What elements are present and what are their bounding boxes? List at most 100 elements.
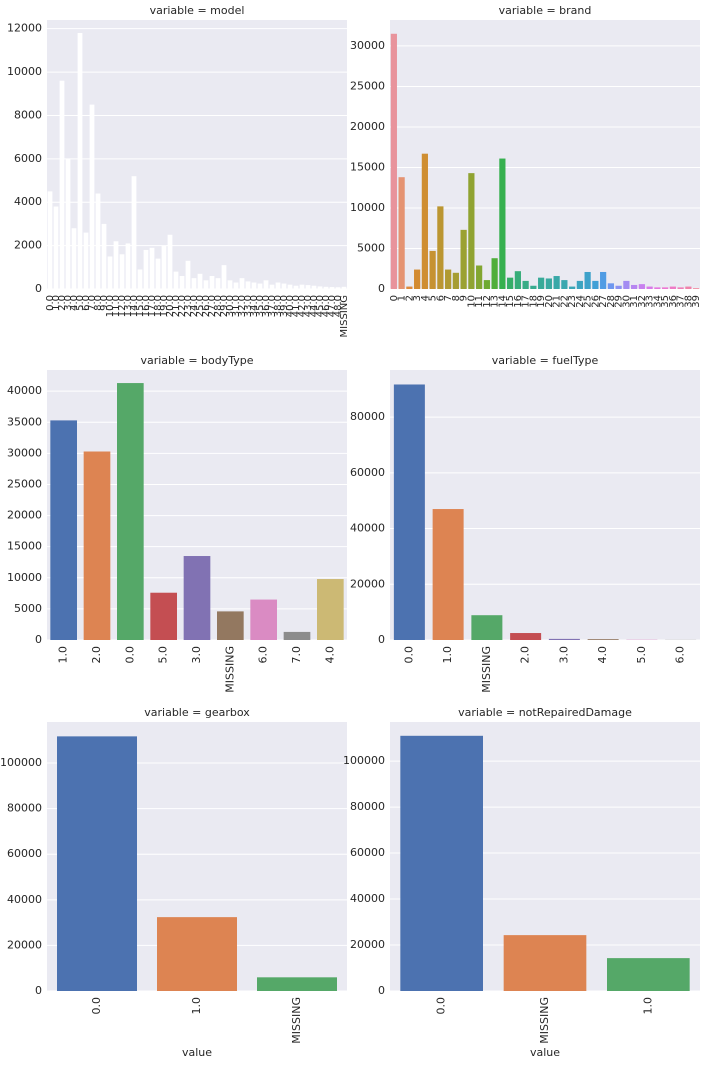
- x-tick-label: 28.0: [213, 295, 224, 317]
- x-tick-label: 8.0: [93, 295, 104, 311]
- bar: [406, 286, 413, 289]
- x-tick-label: 26: [590, 295, 601, 308]
- bar: [584, 271, 591, 289]
- bar: [227, 280, 233, 289]
- x-tick-label: 17.0: [147, 295, 158, 317]
- y-tick-label: 60000: [350, 466, 385, 479]
- bar: [83, 232, 89, 289]
- x-tick-label: 43.0: [303, 295, 314, 317]
- x-tick-label: 10.0: [105, 295, 116, 317]
- x-tick-label: 19.0: [159, 295, 170, 317]
- bar: [445, 269, 452, 289]
- bar: [113, 241, 119, 289]
- y-tick-label: 20000: [350, 938, 385, 951]
- x-tick-label: 15.0: [135, 295, 146, 317]
- bar: [329, 287, 335, 289]
- x-tick-label: 4.0: [323, 646, 336, 664]
- bar: [548, 638, 580, 640]
- y-tick-label: 10000: [7, 571, 42, 584]
- y-tick-label: 25000: [350, 79, 385, 92]
- bar: [245, 281, 251, 289]
- panel-title: variable = brand: [499, 4, 592, 17]
- x-tick-label: 5.0: [635, 646, 648, 664]
- y-tick-label: 100000: [0, 756, 42, 769]
- y-tick-label: 0: [378, 633, 385, 646]
- x-tick-label: 37: [676, 295, 687, 308]
- bar: [59, 80, 65, 289]
- bar: [398, 177, 405, 289]
- x-tick-label: 20: [544, 295, 555, 308]
- x-tick-label: MISSING: [480, 646, 493, 693]
- y-tick-label: 80000: [7, 802, 42, 815]
- x-tick-label: 13: [490, 295, 501, 308]
- x-tick-label: 40.0: [285, 295, 296, 317]
- bar: [317, 579, 344, 640]
- panel-title: variable = notRepairedDamage: [458, 706, 632, 719]
- bar: [693, 288, 700, 289]
- bar: [305, 285, 311, 289]
- bar: [299, 284, 305, 289]
- x-tick-label: 9: [459, 295, 470, 301]
- x-tick-label: 39: [691, 295, 702, 308]
- x-tick-label: 27.0: [207, 295, 218, 317]
- bar: [623, 280, 630, 289]
- bar: [173, 271, 179, 289]
- bar: [269, 284, 275, 289]
- bar: [311, 285, 317, 289]
- x-tick-label: 0.0: [402, 646, 415, 664]
- bar: [283, 631, 311, 640]
- x-tick-label: 1.0: [57, 646, 70, 664]
- x-tick-label: 12.0: [117, 295, 128, 317]
- bar: [263, 280, 269, 289]
- x-tick-label: 6.0: [257, 646, 270, 664]
- x-tick-label: 30: [621, 295, 632, 308]
- bar: [685, 286, 692, 289]
- bar: [432, 509, 464, 640]
- x-tick-label: 47.0: [327, 295, 338, 317]
- y-tick-label: 5000: [14, 602, 42, 615]
- bar: [471, 615, 503, 640]
- y-tick-label: 40000: [350, 892, 385, 905]
- bar: [117, 383, 144, 640]
- bar: [155, 258, 161, 289]
- bar: [125, 243, 131, 289]
- x-tick-label: 31: [629, 295, 640, 308]
- x-tick-label: 11.0: [111, 295, 122, 317]
- y-tick-label: 2000: [14, 239, 42, 252]
- x-tick-label: 12: [482, 295, 493, 308]
- bar: [65, 158, 71, 289]
- x-tick-label: 20.0: [165, 295, 176, 317]
- x-tick-label: 13.0: [123, 295, 134, 317]
- y-tick-label: 20000: [7, 509, 42, 522]
- y-tick-label: 12000: [7, 22, 42, 35]
- x-tick-label: 4: [420, 295, 431, 301]
- bar: [50, 420, 77, 640]
- y-tick-label: 10000: [350, 201, 385, 214]
- x-tick-label: 2: [404, 295, 415, 301]
- x-tick-label: 3: [412, 295, 423, 301]
- bar: [203, 280, 209, 289]
- y-tick-label: 30000: [7, 446, 42, 459]
- y-tick-label: 0: [378, 282, 385, 295]
- x-tick-label: 16: [513, 295, 524, 308]
- x-tick-label: 18: [528, 295, 539, 308]
- bar: [390, 33, 397, 290]
- bar: [293, 285, 299, 289]
- bar: [281, 283, 287, 289]
- panel-title: variable = model: [150, 4, 245, 17]
- bar: [251, 282, 257, 289]
- y-tick-label: 35000: [7, 415, 42, 428]
- bar: [47, 191, 53, 289]
- bar: [429, 250, 436, 289]
- bar: [275, 282, 281, 289]
- bar: [83, 451, 111, 640]
- x-tick-label: 0.0: [123, 646, 136, 664]
- x-tick-label: 0: [389, 295, 400, 301]
- bar: [183, 556, 211, 640]
- bar: [437, 206, 444, 289]
- bar: [514, 271, 521, 289]
- bar: [77, 33, 83, 289]
- bar: [510, 633, 542, 640]
- bar: [215, 278, 221, 289]
